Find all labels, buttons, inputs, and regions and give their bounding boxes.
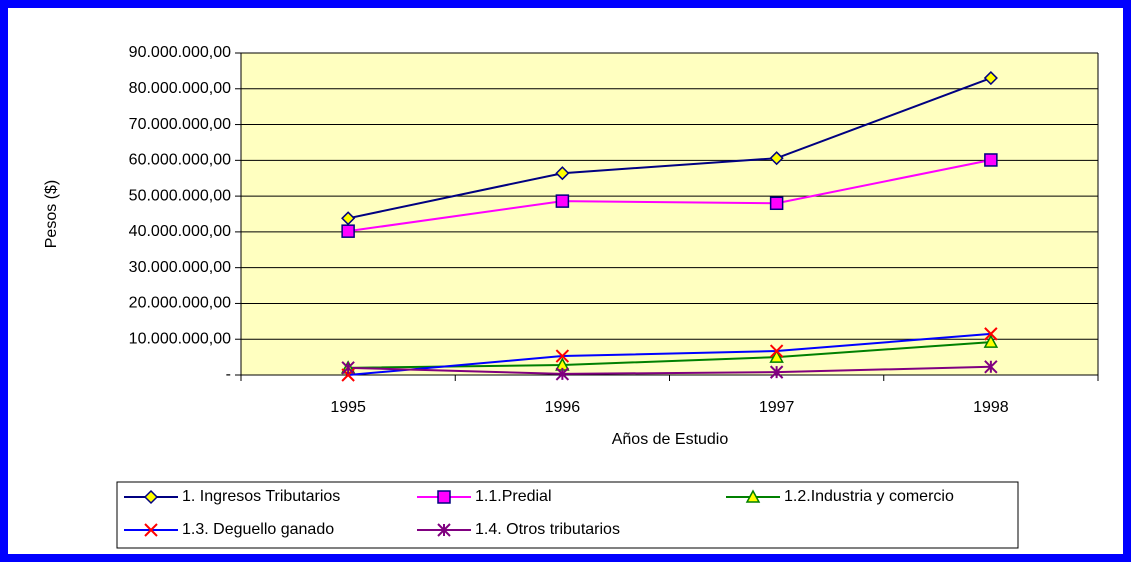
marker	[555, 194, 570, 208]
marker	[144, 523, 158, 537]
marker	[555, 166, 570, 181]
marker	[341, 361, 355, 375]
y-tick-label: 40.000.000,00	[129, 223, 231, 240]
y-tick-label: 90.000.000,00	[129, 44, 231, 61]
marker	[143, 489, 159, 505]
marker	[984, 327, 998, 341]
marker	[769, 344, 784, 358]
marker	[769, 151, 784, 166]
legend-label: 1.3. Deguello ganado	[182, 521, 334, 538]
marker	[984, 360, 998, 374]
y-tick-label: 70.000.000,00	[129, 116, 231, 133]
marker	[983, 334, 999, 348]
x-tick-label: 1998	[973, 399, 1009, 416]
marker	[555, 367, 570, 381]
y-tick-label: 80.000.000,00	[129, 80, 231, 97]
x-tick-label: 1995	[330, 399, 366, 416]
x-axis-label: Años de Estudio	[612, 431, 729, 448]
marker	[341, 224, 355, 238]
marker	[555, 349, 570, 363]
x-tick-label: 1997	[759, 399, 795, 416]
marker	[983, 70, 998, 86]
plot-area	[241, 53, 1098, 375]
y-tick-label: 20.000.000,00	[129, 295, 231, 312]
marker	[984, 153, 998, 167]
marker	[769, 365, 784, 379]
series-line	[347, 158, 992, 233]
legend-label: 1.1.Predial	[475, 488, 552, 505]
y-axis-label: Pesos ($)	[43, 180, 60, 248]
series-line	[348, 332, 991, 376]
y-tick-label: 60.000.000,00	[129, 152, 231, 169]
marker	[769, 349, 784, 363]
legend-label: 1.2.Industria y comercio	[784, 488, 954, 505]
y-tick-label: -	[226, 366, 231, 383]
marker	[437, 523, 451, 537]
legend-box	[116, 481, 1019, 549]
x-tick-label: 1996	[545, 399, 581, 416]
series-line	[348, 365, 991, 375]
marker	[437, 490, 451, 504]
legend-label: 1. Ingresos Tributarios	[182, 488, 340, 505]
marker	[341, 211, 356, 226]
marker	[745, 489, 761, 503]
y-tick-label: 30.000.000,00	[129, 259, 231, 276]
series-line	[347, 77, 992, 220]
y-tick-label: 50.000.000,00	[129, 187, 231, 204]
marker	[769, 196, 784, 211]
legend-label: 1.4. Otros tributarios	[475, 521, 620, 538]
y-tick-label: 10.000.000,00	[129, 330, 231, 347]
